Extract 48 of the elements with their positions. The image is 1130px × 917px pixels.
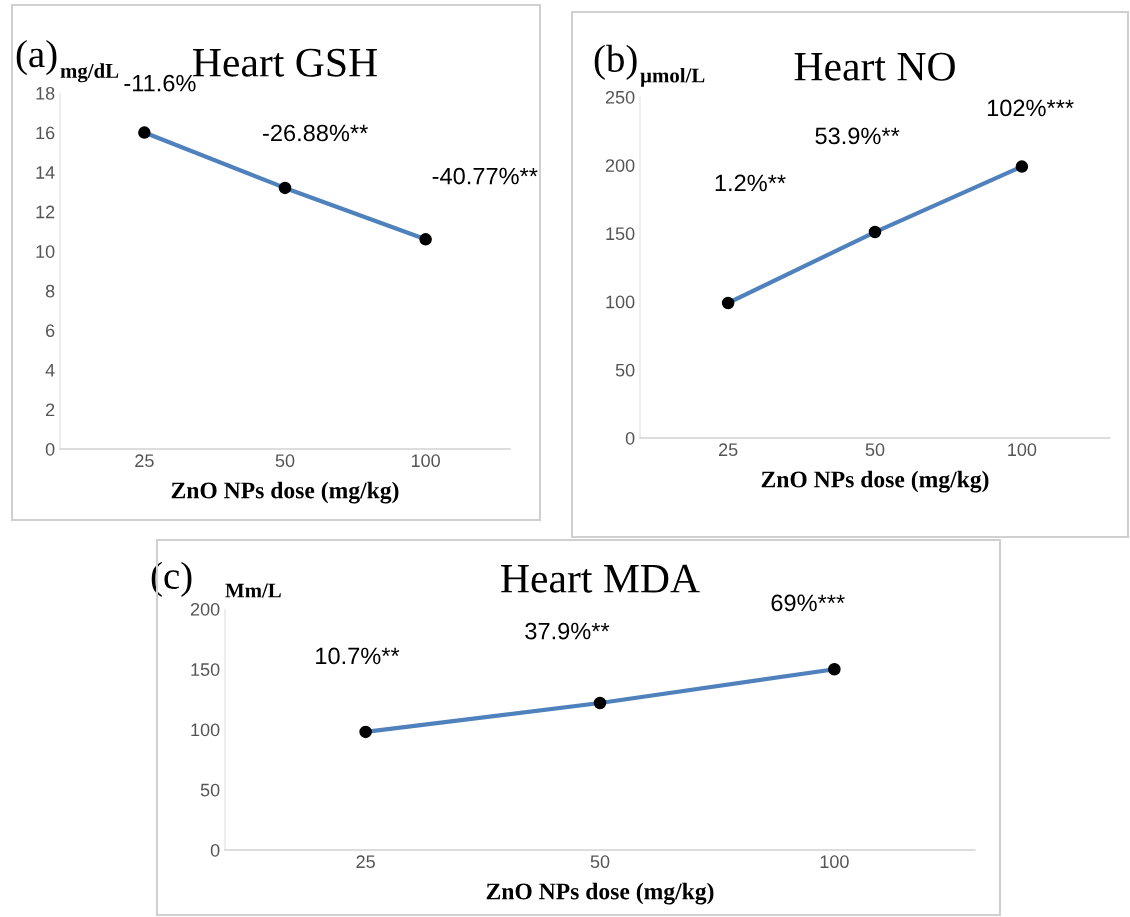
y-tick-label: 200 — [190, 602, 220, 616]
x-tick-label: 50 — [590, 855, 610, 869]
y-tick-label: 14 — [36, 166, 55, 179]
annotation: -40.77%** — [432, 167, 538, 185]
y-tick-label: 0 — [625, 431, 635, 445]
x-tick-label: 100 — [1008, 443, 1037, 457]
x-tick-label: 25 — [718, 443, 738, 457]
annotation: 37.9%** — [525, 622, 610, 640]
y-tick-label: 4 — [45, 364, 55, 377]
y-tick-label: 100 — [191, 723, 220, 737]
x-tick-label: 50 — [275, 454, 295, 468]
y-tick-label: 200 — [605, 159, 635, 172]
y-tick-label: 0 — [45, 442, 55, 456]
y-tick-label: 100 — [606, 295, 635, 309]
annotation: 102%*** — [987, 99, 1074, 117]
annotation: -26.88%** — [263, 124, 368, 142]
annotation: 69%*** — [771, 594, 845, 612]
y-tick-label: 150 — [606, 227, 635, 241]
y-tick-label: 150 — [191, 663, 220, 676]
x-tick-label: 25 — [356, 855, 375, 869]
annotation: 53.9%** — [815, 127, 900, 145]
y-axis-title: µmol/L — [640, 67, 705, 87]
y-tick-label: 0 — [210, 843, 220, 857]
chart-title: Heart NO — [794, 52, 955, 81]
y-tick-label: 6 — [46, 324, 55, 338]
annotation: 10.7%** — [316, 647, 400, 665]
y-tick-label: 16 — [36, 126, 55, 140]
y-tick-label: 10 — [36, 245, 55, 258]
y-tick-label: 12 — [36, 205, 55, 219]
chart-title: Heart MDA — [501, 564, 700, 593]
x-tick-label: 25 — [135, 454, 154, 468]
x-tick-label: 100 — [411, 454, 440, 468]
y-tick-label: 2 — [46, 403, 55, 416]
y-tick-label: 250 — [605, 90, 635, 104]
annotation: 1.2%** — [715, 174, 786, 192]
text: (b) — [594, 44, 637, 80]
x-axis-title: ZnO NPs dose (mg/kg) — [486, 882, 714, 905]
x-tick-label: 100 — [820, 855, 849, 869]
y-tick-label: 50 — [615, 363, 635, 377]
y-tick-label: 8 — [45, 284, 55, 298]
x-tick-label: 50 — [865, 443, 885, 457]
y-tick-label: 18 — [36, 86, 55, 100]
text: (a) — [16, 39, 57, 76]
y-tick-label: 50 — [200, 783, 220, 797]
x-axis-title: ZnO NPs dose (mg/kg) — [761, 470, 989, 493]
x-axis-title: ZnO NPs dose (mg/kg) — [171, 481, 399, 504]
y-axis-title: Mm/L — [225, 583, 281, 598]
y-axis-title: mg/dL — [60, 63, 119, 83]
